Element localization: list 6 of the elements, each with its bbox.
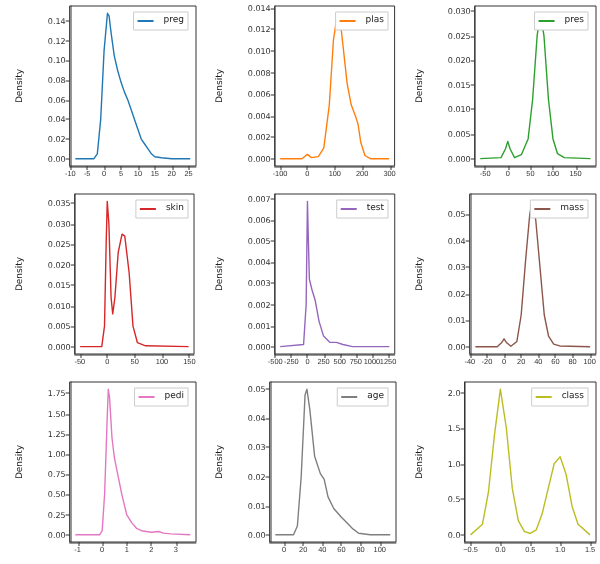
line-series (469, 388, 591, 536)
line-series (279, 200, 390, 348)
line-series (74, 12, 191, 160)
line-series (79, 200, 190, 348)
line-series (274, 388, 391, 536)
line-series (74, 388, 191, 536)
